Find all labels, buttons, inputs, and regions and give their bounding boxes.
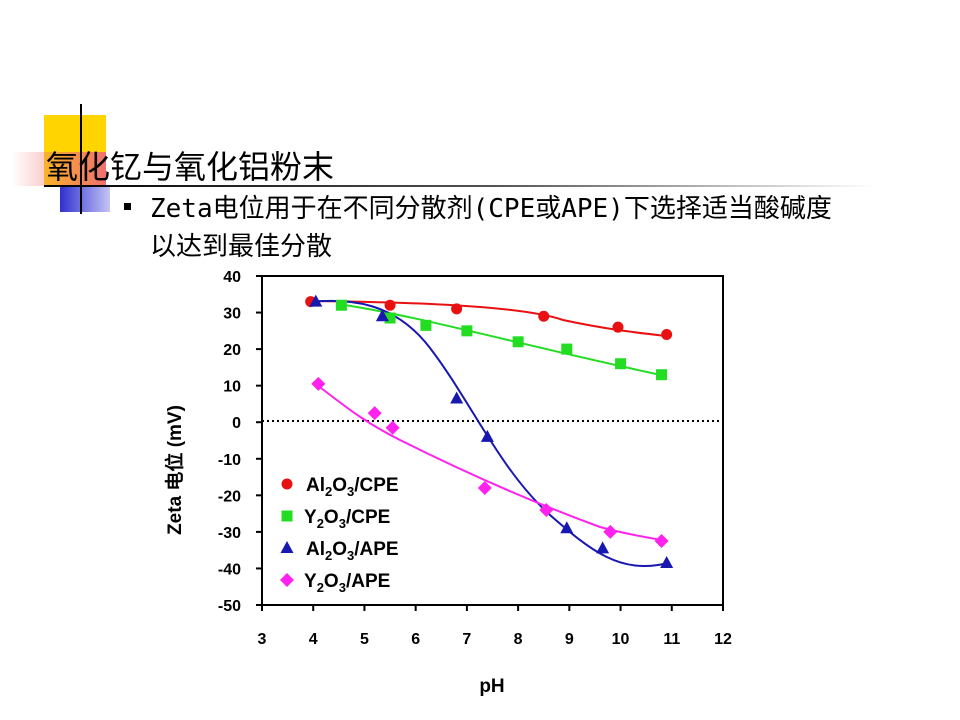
legend-label-part: 3 [347,484,354,499]
x-tick-label: 7 [462,631,471,648]
data-point [561,343,573,355]
y-axis-title: Zeta 电位 (mV) [163,405,186,535]
data-point [420,319,432,331]
x-axis-title: pH [479,676,504,697]
fit-curve-y2o3-cpe [337,303,662,376]
bullet-square-icon [124,203,131,210]
y-tick-label: 30 [223,306,241,323]
fit-curve-al2o3-cpe [309,300,667,337]
legend-label-part: 2 [317,580,324,595]
x-tick-label: 10 [612,631,630,648]
legend-label-part: Al [306,539,325,560]
data-point [660,555,674,568]
x-tick-label: 4 [309,631,318,648]
decor-red-gradient [12,152,106,186]
y-tick-label: -20 [218,488,241,505]
data-point [309,294,323,307]
data-point [539,502,554,517]
data-point [477,481,492,496]
y-tick-label: -50 [218,598,241,615]
data-point [656,369,668,381]
legend-label-part: 2 [325,484,332,499]
legend-label-part: /CPE [354,475,398,496]
legend-label-part: /APE [354,539,398,560]
legend-label: Al2O3/CPE [306,475,399,499]
data-point [512,336,524,348]
legend-marker [281,478,293,490]
data-point [615,358,627,370]
y-tick-label: -10 [218,452,241,469]
x-tick-label: 12 [714,631,732,648]
data-point [654,534,669,549]
legend-label-part: 2 [325,548,332,563]
legend-marker [281,510,293,522]
legend-label-part: /APE [346,571,390,592]
data-point [384,299,396,311]
data-markers [305,294,674,568]
data-point [612,321,624,333]
data-point [450,391,464,404]
y-axis-ticks: 40 30 20 10 0 -10 -20 -30 -40 -50 [218,269,262,615]
data-point [375,309,389,322]
legend-label: Y2O3/CPE [304,507,390,531]
x-tick-label: 8 [514,631,523,648]
legend-label-part: O [332,475,347,496]
x-tick-label: 3 [258,631,267,648]
data-point [596,541,610,554]
fit-curve-y2o3-ape [312,381,663,541]
data-point [661,328,673,340]
data-point [461,325,473,337]
data-point [384,312,396,324]
x-tick-label: 9 [565,631,574,648]
data-point [480,429,494,442]
data-point [560,521,574,534]
legend-label-part: /CPE [346,507,390,528]
data-point [385,420,400,435]
y-tick-label: -40 [218,561,241,578]
y-tick-label: 40 [223,269,241,286]
x-tick-label: 11 [663,631,680,648]
data-point [538,310,550,322]
decor-blue-block [60,186,110,212]
legend-label-part: 3 [339,580,346,595]
data-point [367,406,382,421]
legend-label-part: Al [306,475,325,496]
legend-label-part: Y [304,507,317,528]
x-axis-ticks: 3 4 5 6 7 8 9 10 11 12 [258,605,732,648]
y-tick-label: -30 [218,525,241,542]
legend-marker [280,573,294,587]
legend-label-part: Y [304,571,317,592]
legend-label-part: 3 [347,548,354,563]
legend-label-part: 2 [317,516,324,531]
y-tick-label: 20 [223,342,241,359]
x-tick-label: 5 [360,631,369,648]
plot-frame [261,275,724,606]
legend-label-part: 3 [339,516,346,531]
y-tick-label: 10 [223,379,241,396]
legend-marker [280,541,294,553]
legend-label: Y2O3/APE [304,571,390,595]
data-point [451,303,463,315]
data-point [335,299,347,311]
data-point [603,524,618,539]
x-tick-label: 6 [411,631,420,648]
data-point [311,376,326,391]
title-underline [44,185,874,187]
legend-label-part: O [324,507,339,528]
legend-label-part: O [332,539,347,560]
legend-label: Al2O3/APE [306,539,399,563]
slide-title: 氧化钇与氧化铝粉末 [46,148,335,186]
bullet-text: Zeta电位用于在不同分散剂(CPE或APE)下选择适当酸碱度以达到最佳分散 [150,194,832,262]
legend-label-part: O [324,571,339,592]
decor-vertical-line [80,104,82,214]
y-tick-label: 0 [232,415,241,432]
